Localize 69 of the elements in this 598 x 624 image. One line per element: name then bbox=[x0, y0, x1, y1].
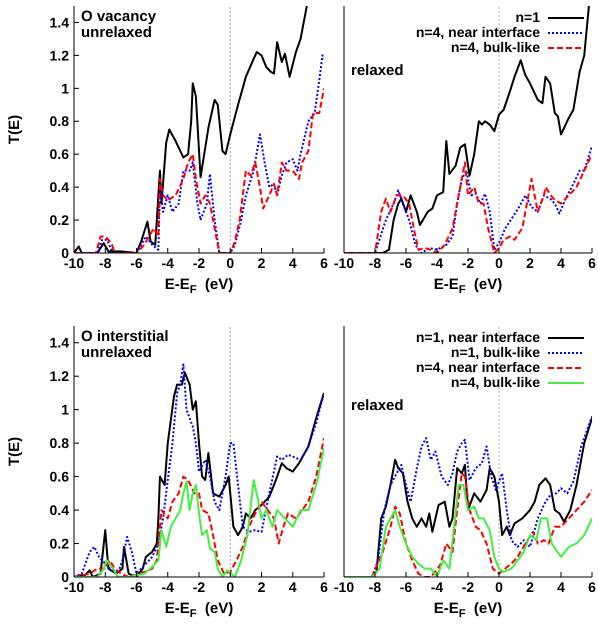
x-tick-label: 4 bbox=[557, 254, 566, 271]
x-tick-label: 2 bbox=[526, 578, 534, 595]
legend-label: n=1 bbox=[515, 9, 540, 25]
legend-label: n=4, bulk-like bbox=[450, 374, 540, 390]
x-tick-label: 4 bbox=[557, 578, 566, 595]
x-tick-label: 2 bbox=[258, 254, 266, 271]
x-tick-label: -4 bbox=[162, 254, 174, 271]
x-tick-label: -6 bbox=[400, 254, 412, 271]
x-tick-label: 6 bbox=[588, 578, 596, 595]
y-tick-label: 0 bbox=[61, 568, 70, 585]
x-tick-label: -2 bbox=[192, 578, 206, 595]
y-tick-label: 0.8 bbox=[50, 113, 70, 130]
x-axis-title: E-E$_{F}$ (eV) bbox=[434, 600, 502, 620]
annotation: unrelaxed bbox=[81, 344, 153, 361]
y-tick-label: 0.8 bbox=[50, 435, 70, 452]
x-tick-label: 2 bbox=[258, 578, 266, 595]
annotation: O interstitial bbox=[81, 328, 169, 345]
y-tick-label: 0.2 bbox=[50, 212, 70, 228]
y-tick-label: 0.6 bbox=[50, 468, 70, 485]
x-tick-label: -4 bbox=[430, 254, 444, 271]
x-tick-label: -2 bbox=[192, 254, 206, 271]
annotation: relaxed bbox=[351, 62, 404, 79]
x-tick-label: -10 bbox=[334, 254, 354, 271]
y-tick-label: 1.4 bbox=[50, 14, 70, 30]
x-tick-label: 6 bbox=[320, 578, 328, 595]
x-tick-label: 4 bbox=[288, 578, 297, 595]
y-axis-title: T(E) bbox=[6, 436, 22, 466]
annotation: unrelaxed bbox=[81, 24, 152, 41]
legend-label: n=4, bulk-like bbox=[450, 39, 540, 55]
x-tick-label: -6 bbox=[130, 254, 143, 271]
legend-label: n=4, near interface bbox=[416, 24, 540, 40]
x-tick-label: -6 bbox=[400, 578, 412, 595]
annotation: relaxed bbox=[351, 397, 404, 414]
legend-label: n=1, bulk-like bbox=[450, 344, 540, 360]
x-tick-label: 0 bbox=[226, 578, 234, 595]
x-tick-label: -8 bbox=[368, 254, 382, 271]
x-tick-label: -8 bbox=[99, 254, 112, 271]
y-tick-label: 1 bbox=[61, 80, 70, 96]
y-tick-label: 1.2 bbox=[50, 47, 70, 64]
x-tick-label: -8 bbox=[99, 578, 112, 595]
y-tick-label: 0.6 bbox=[50, 146, 70, 162]
x-tick-label: -4 bbox=[430, 578, 444, 595]
y-tick-label: 0.2 bbox=[50, 536, 70, 552]
x-axis-title: E-E$_{F}$ (eV) bbox=[434, 276, 502, 296]
x-tick-label: 6 bbox=[320, 254, 328, 271]
x-tick-label: 0 bbox=[495, 254, 504, 271]
x-tick-label: 6 bbox=[588, 254, 596, 271]
y-tick-label: 1.2 bbox=[50, 368, 70, 384]
x-tick-label: -4 bbox=[162, 578, 174, 595]
x-tick-label: -2 bbox=[462, 578, 474, 595]
legend-label: n=1, near interface bbox=[416, 329, 540, 345]
y-axis-title: T(E) bbox=[6, 114, 22, 144]
y-tick-label: 1 bbox=[61, 402, 70, 418]
x-tick-label: 2 bbox=[526, 254, 534, 271]
x-axis-title: E-E$_{F}$ (eV) bbox=[164, 276, 234, 296]
y-tick-label: 0 bbox=[61, 244, 70, 261]
legend-label: n=4, near interface bbox=[416, 359, 540, 375]
x-tick-label: -2 bbox=[462, 254, 474, 271]
y-tick-label: 0.4 bbox=[50, 502, 70, 518]
y-tick-label: 1.4 bbox=[50, 334, 70, 351]
x-tick-label: 4 bbox=[288, 254, 297, 271]
x-tick-label: 0 bbox=[226, 254, 234, 271]
x-tick-label: -8 bbox=[368, 578, 382, 595]
x-tick-label: -10 bbox=[334, 578, 354, 595]
x-axis-title: E-E$_{F}$ (eV) bbox=[164, 600, 234, 620]
y-tick-label: 0.4 bbox=[50, 179, 70, 196]
x-tick-label: -6 bbox=[130, 578, 143, 595]
x-tick-label: 0 bbox=[495, 578, 504, 595]
annotation: O vacancy bbox=[81, 8, 156, 25]
